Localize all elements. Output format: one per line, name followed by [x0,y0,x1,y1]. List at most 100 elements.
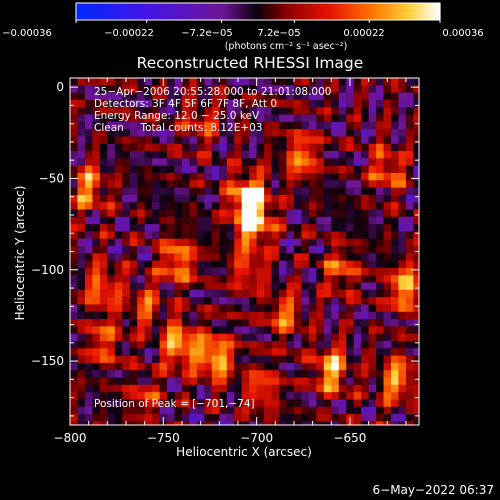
heatmap-cell [398,355,407,364]
heatmap-cell [84,238,93,247]
heatmap-cell [271,355,280,364]
heatmap-cell [241,340,250,349]
heatmap-cell [99,180,108,189]
heatmap-cell [152,384,161,393]
heatmap-cell [338,421,347,425]
heatmap-cell [398,158,407,167]
heatmap-cell [77,319,86,327]
heatmap-cell [293,289,302,298]
heatmap-cell [413,85,419,94]
heatmap-cell [196,187,205,196]
heatmap-cell [234,406,243,415]
heatmap-cell [181,267,190,276]
heatmap-cell [99,246,108,254]
heatmap-cell [353,275,362,284]
heatmap-cell [353,143,362,152]
heatmap-cell [77,260,86,269]
heatmap-cell [249,85,258,94]
heatmap-cell [84,107,93,116]
heatmap-cell [70,326,78,335]
heatmap-cell [204,85,213,94]
heatmap-cell [241,304,250,313]
heatmap-cell [368,136,377,145]
heatmap-cell [144,275,153,284]
heatmap-cell [376,362,385,371]
heatmap-cell [211,187,220,196]
heatmap-cell [159,202,168,210]
colorbar-tick-label: 0.00036 [442,28,483,39]
heatmap-cell [376,406,385,415]
heatmap-cell [129,231,138,240]
heatmap-cell [353,384,362,393]
heatmap-cell [361,289,370,298]
heatmap-cell [323,370,332,379]
heatmap-cell [264,202,273,210]
heatmap-cell [84,384,93,393]
heatmap-cell [234,333,243,342]
heatmap-cell [167,267,176,276]
heatmap-cell [316,377,325,386]
heatmap-cell [293,129,302,137]
heatmap-cell [137,289,146,298]
heatmap-cell [70,172,78,181]
annotation-time-range: 25−Apr−2006 20:55:28.000 to 21:01:08.000 [94,86,331,98]
colorbar-segment [156,3,159,20]
heatmap-cell [137,151,146,159]
heatmap-cell [264,289,273,298]
colorbar-segment [200,3,203,20]
heatmap-cell [241,392,250,400]
heatmap-cell [323,172,332,181]
heatmap-cell [383,202,392,210]
colorbar-segment [106,3,109,20]
heatmap-cell [70,370,78,379]
heatmap-cell [323,421,332,425]
heatmap-cell [122,311,131,320]
heatmap-cell [279,143,287,152]
heatmap-cell [376,333,385,342]
heatmap-cell [122,202,131,210]
heatmap-cell [241,129,250,137]
heatmap-cell [353,165,362,174]
heatmap-cell [152,246,161,254]
heatmap-cell [413,297,419,305]
heatmap-cell [293,362,302,371]
heatmap-cell [70,238,78,247]
colorbar-segment [134,3,137,20]
heatmap-cell [196,85,205,94]
heatmap-cell [286,78,295,86]
heatmap-cell [152,377,161,386]
heatmap-cell [196,297,205,305]
heatmap-cell [159,99,168,108]
heatmap-cell [271,136,280,145]
heatmap-cell [249,304,258,313]
heatmap-cell [129,414,138,422]
heatmap-cell [323,224,332,232]
heatmap-cell [99,333,108,342]
heatmap-cell [308,143,317,152]
heatmap-cell [361,129,370,137]
heatmap-cell [405,253,414,262]
heatmap-cell [271,304,280,313]
heatmap-cell [271,311,280,320]
heatmap-cell [398,260,407,269]
heatmap-cell [383,99,392,108]
heatmap-cell [129,392,138,400]
heatmap-cell [167,85,176,94]
colorbar-segment [306,3,309,20]
heatmap-cell [376,129,385,137]
heatmap-cell [167,421,176,425]
heatmap-cell [256,129,265,137]
colorbar-segment [260,3,263,20]
colorbar-segment [114,3,117,20]
heatmap-cell [137,158,146,167]
heatmap-cell [256,238,265,247]
heatmap-cell [286,377,295,386]
heatmap-cell [391,282,399,291]
heatmap-cell [361,231,370,240]
heatmap-cell [144,370,153,379]
heatmap-cell [249,107,258,116]
x-axis-label: Heliocentric X (arcsec) [176,445,312,459]
heatmap-cell [308,180,317,189]
heatmap-cell [152,333,161,342]
heatmap-cell [383,399,392,408]
